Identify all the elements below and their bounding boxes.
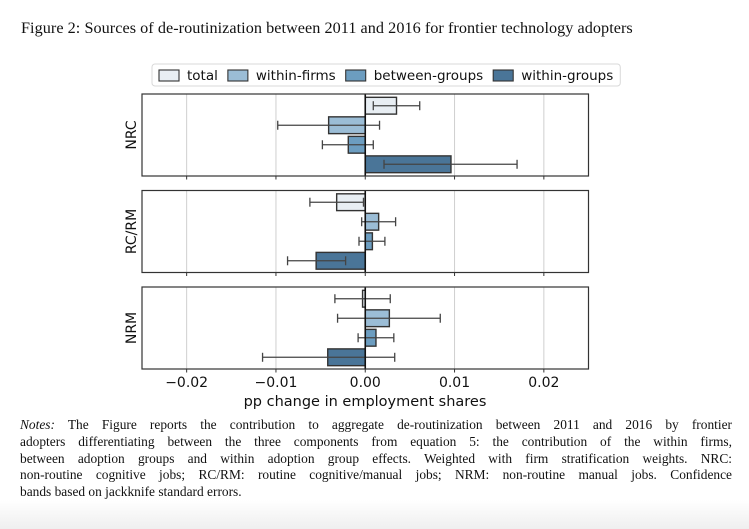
legend-label: within-firms	[256, 68, 336, 84]
legend-swatch	[227, 69, 249, 82]
chart-panels: NRC RC/RM NRM	[124, 93, 590, 373]
legend-item-within-groups: within-groups	[492, 68, 613, 84]
error-bar-within-groups-nrc	[383, 159, 518, 169]
notes-label: Notes:	[20, 417, 55, 432]
x-axis-label: pp change in employment shares	[244, 394, 487, 410]
panel-label-rc-rm: RC/RM	[124, 209, 140, 254]
figure-notes: Notes: The Figure reports the contributi…	[20, 417, 732, 501]
legend-label: total	[187, 68, 218, 84]
error-bar-total-rc-rm	[309, 197, 365, 207]
error-bar-total-nrc	[372, 101, 421, 111]
notes-line-1: Notes: The Figure reports the contributi…	[20, 417, 732, 434]
notes-line-5: bands based on jackknife standard errors…	[20, 484, 242, 500]
legend-item-between-groups: between-groups	[345, 68, 484, 84]
error-bar-between-groups-rc-rm	[358, 236, 386, 246]
error-bar-within-groups-rc-rm	[286, 256, 347, 266]
notes-line-4: non-routine cognitive jobs; RC/RM: routi…	[20, 467, 732, 483]
error-bar-within-firms-nrm	[336, 313, 441, 323]
error-bar-within-firms-nrc	[277, 120, 381, 130]
panel-label-nrm: NRM	[124, 312, 140, 344]
error-bar-within-firms-rc-rm	[361, 217, 397, 227]
x-tick-label: −0.02	[165, 375, 208, 391]
notes-line-3: between adoption groups and within adopt…	[20, 450, 732, 466]
x-tick-label: 0.02	[528, 375, 559, 391]
panel-nrm: NRM	[124, 286, 590, 373]
legend-item-total: total	[158, 68, 218, 84]
panel-nrc: NRC	[124, 93, 590, 180]
x-tick-label: −0.01	[254, 375, 297, 391]
error-bar-within-groups-nrm	[261, 352, 396, 362]
chart-figure: total within-firms between-groups within-gr…	[124, 63, 621, 410]
notes-line-2: adopters differentiating between the thr…	[20, 433, 732, 449]
legend-item-within-firms: within-firms	[227, 68, 336, 84]
x-tick-label: 0.00	[350, 375, 381, 391]
legend-label: between-groups	[374, 68, 484, 84]
error-bar-between-groups-nrm	[357, 333, 395, 343]
x-axis: −0.02 −0.01 0.00 0.01 0.02	[165, 375, 559, 391]
legend-label: within-groups	[521, 68, 613, 84]
legend-swatch	[345, 69, 367, 82]
legend-swatch	[492, 69, 514, 82]
legend: total within-firms between-groups within-gr…	[151, 63, 621, 87]
figure-caption: Figure 2: Sources of de-routinization be…	[21, 19, 633, 37]
panel-label-nrc: NRC	[124, 120, 140, 150]
error-bar-total-nrm	[334, 294, 391, 304]
x-tick-label: 0.01	[439, 375, 470, 391]
notes-text: The Figure reports the contribution to a…	[54, 417, 732, 432]
panel-rc-rm: RC/RM	[124, 189, 590, 276]
legend-swatch	[158, 69, 180, 82]
